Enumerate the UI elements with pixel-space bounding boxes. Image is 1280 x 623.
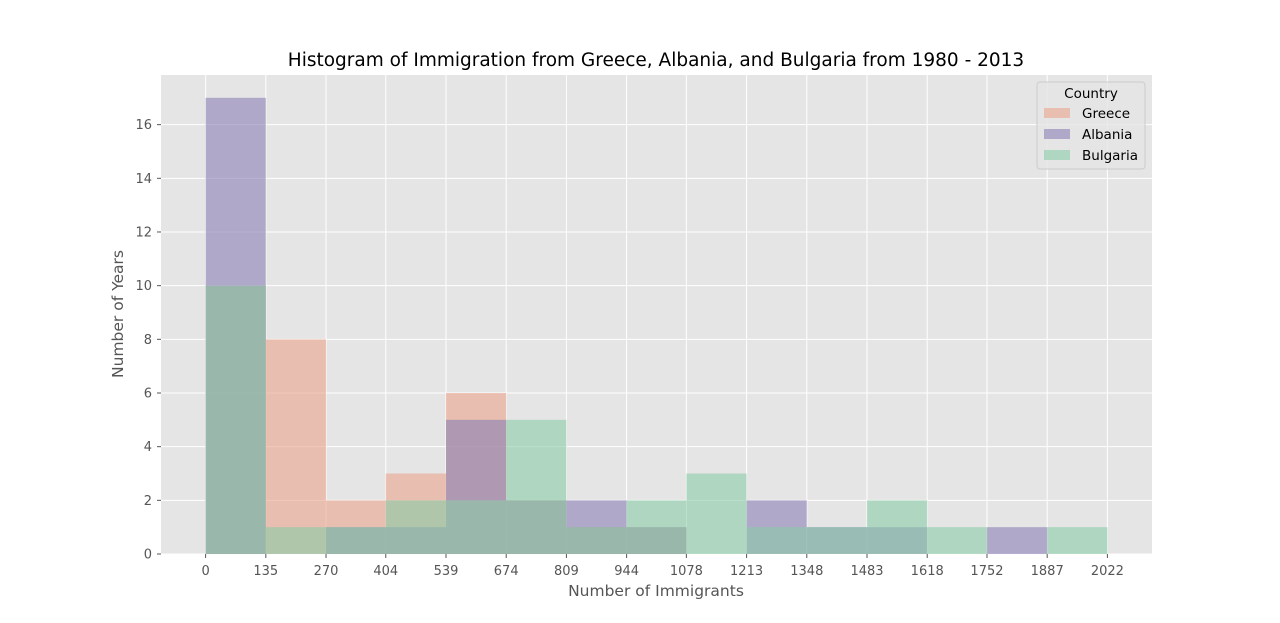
x-tick-label: 0: [201, 564, 209, 579]
x-tick-label: 404: [373, 564, 398, 579]
y-tick-label: 2: [144, 494, 152, 509]
y-tick-label: 10: [135, 279, 152, 294]
x-axis-label: Number of Immigrants: [568, 582, 744, 600]
legend-swatch-albania: [1044, 129, 1070, 139]
bar-bulgaria: [927, 527, 987, 554]
bar-albania: [986, 527, 1048, 554]
legend-label-bulgaria: Bulgaria: [1082, 148, 1138, 164]
legend-entries: Greece Albania Bulgaria: [1044, 106, 1138, 164]
x-tick-label: 2022: [1091, 564, 1124, 579]
bar-bulgaria: [626, 500, 687, 554]
legend-title: Country: [1064, 86, 1118, 102]
x-tick-label: 809: [554, 564, 579, 579]
legend-swatch-bulgaria: [1044, 150, 1070, 160]
legend-box: [1036, 81, 1146, 170]
x-tick-label: 1348: [790, 564, 823, 579]
x-axis-ticks: 0 135 270 404 539 674 809 944 1078 1213 1348 1483 16…: [201, 554, 1124, 579]
bar-bulgaria: [506, 419, 567, 554]
y-tick-label: 6: [144, 386, 152, 401]
x-tick-label: 674: [494, 564, 519, 579]
bar-bulgaria: [686, 473, 747, 554]
x-tick-label: 1483: [850, 564, 883, 579]
chart-title: Histogram of Immigration from Greece, Al…: [288, 50, 1024, 71]
x-tick-label: 1752: [970, 564, 1003, 579]
bar-bulgaria: [326, 527, 386, 554]
x-tick-label: 270: [314, 564, 339, 579]
bar-bulgaria: [746, 527, 807, 554]
bar-bulgaria: [806, 527, 868, 554]
x-tick-label: 1618: [911, 564, 944, 579]
x-tick-label: 944: [614, 564, 639, 579]
y-tick-label: 14: [135, 172, 152, 187]
x-tick-label: 135: [253, 564, 278, 579]
bar-bulgaria: [205, 285, 266, 554]
legend: Country Greece Albania Bulgaria: [1036, 81, 1146, 170]
y-tick-label: 16: [135, 118, 152, 133]
bar-bulgaria: [385, 500, 446, 554]
y-tick-label: 12: [135, 225, 152, 240]
bar-bulgaria: [1047, 527, 1108, 554]
x-tick-label: 1213: [730, 564, 763, 579]
x-tick-label: 1887: [1031, 564, 1064, 579]
y-tick-label: 4: [144, 440, 152, 455]
x-tick-label: 1078: [670, 564, 703, 579]
y-tick-label: 0: [144, 548, 152, 563]
x-tick-label: 539: [434, 564, 459, 579]
y-axis-label: Number of Years: [109, 250, 127, 378]
bar-bulgaria: [867, 500, 928, 554]
grid-lines: [161, 75, 1152, 555]
legend-label-greece: Greece: [1082, 106, 1130, 122]
y-axis-ticks: 0 2 4 6 8 10 12 14 16: [135, 118, 161, 563]
legend-swatch-greece: [1044, 108, 1070, 118]
series-bulgaria: [205, 285, 1108, 554]
bar-bulgaria: [445, 500, 507, 554]
bar-greece: [265, 339, 327, 554]
bar-bulgaria: [265, 527, 327, 554]
legend-label-albania: Albania: [1082, 127, 1132, 143]
bar-bulgaria: [566, 527, 627, 554]
y-tick-label: 8: [144, 333, 152, 348]
histogram-bars: [205, 97, 1108, 555]
